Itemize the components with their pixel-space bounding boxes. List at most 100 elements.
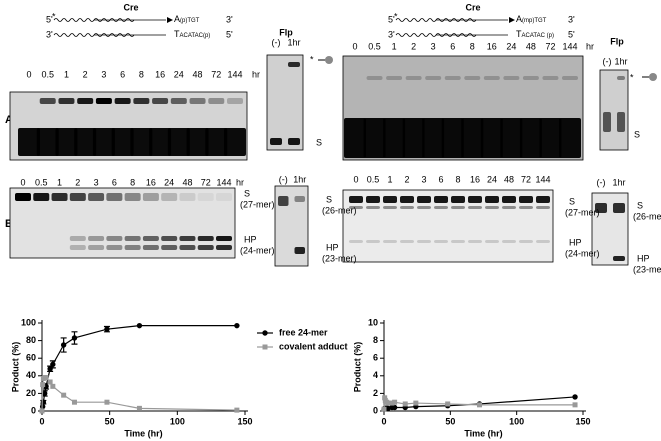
band (133, 98, 150, 104)
lane-label: 48 (193, 69, 203, 79)
lane-label: 1 (392, 41, 397, 51)
band (425, 76, 442, 80)
band (444, 76, 461, 80)
marker (39, 408, 45, 414)
band (227, 98, 243, 104)
lane-label: 24 (487, 174, 497, 184)
band (383, 118, 406, 158)
band-label: (26-mer) (322, 205, 357, 215)
band (58, 98, 75, 104)
lane-label: 6 (438, 174, 443, 184)
strand-seq: TACATAC (p) (516, 29, 554, 39)
band (441, 118, 464, 158)
marker (71, 335, 78, 341)
band (461, 118, 484, 158)
y-tick-label: 80 (26, 335, 36, 345)
band (77, 98, 94, 104)
band (270, 138, 282, 145)
band (559, 118, 581, 158)
lane-label: 72 (211, 69, 221, 79)
lane-label: 1hr (614, 56, 627, 66)
band (400, 196, 414, 203)
marker (385, 400, 391, 406)
lane-label: 6 (120, 69, 125, 79)
lane-label: 1 (64, 69, 69, 79)
band (468, 240, 482, 243)
lane-label: 2 (411, 41, 416, 51)
band (124, 236, 141, 241)
band (522, 76, 539, 80)
band (142, 236, 159, 241)
strand-end: 5' (388, 14, 395, 24)
band (400, 206, 414, 209)
lane-label: 1hr (287, 37, 300, 47)
panel-title: Cre (465, 2, 480, 12)
lane-label: 0.5 (35, 177, 48, 187)
band (349, 240, 363, 243)
x-axis-label: Time (hr) (124, 428, 162, 438)
lane-label: 0.5 (368, 41, 381, 51)
lane-label: 2 (404, 174, 409, 184)
band (15, 193, 31, 201)
band (161, 193, 178, 201)
band (366, 240, 380, 243)
strand-end: 5' (226, 29, 233, 39)
seq-sub: (p)TGT (180, 18, 200, 24)
strand-seq: A(p)TGT (174, 14, 200, 24)
band (294, 196, 305, 202)
band (349, 206, 363, 209)
band (502, 206, 516, 209)
lane-label: (-) (279, 174, 288, 184)
band (595, 203, 607, 213)
band-label: (23-mer) (633, 264, 661, 274)
x-axis-label: Time (hr) (464, 428, 502, 438)
band (130, 128, 153, 156)
lane-label: 0.5 (41, 69, 54, 79)
band (55, 128, 78, 156)
band (167, 128, 190, 156)
band (161, 236, 178, 241)
band (124, 193, 141, 201)
lane-label: 144 (227, 69, 242, 79)
seq-base: A (516, 14, 522, 24)
band (216, 245, 232, 250)
band (344, 118, 366, 158)
band (464, 76, 481, 80)
band (36, 128, 59, 156)
band (386, 76, 403, 80)
lane-label: 2 (75, 177, 80, 187)
x-tick-label: 150 (575, 416, 590, 426)
y-tick-label: 6 (373, 353, 378, 363)
strand-seq: TACATAC(p) (174, 29, 210, 39)
band (179, 245, 196, 250)
marker (61, 392, 67, 398)
band (18, 128, 40, 156)
y-tick-label: 4 (373, 370, 378, 380)
band (161, 245, 178, 250)
band (383, 240, 397, 243)
band (106, 236, 123, 241)
marker (413, 400, 419, 406)
lane-label: 16 (470, 174, 480, 184)
seq-base: A (174, 14, 180, 24)
band (468, 196, 482, 203)
band (422, 118, 445, 158)
band (95, 98, 112, 104)
strand-end: 3' (46, 29, 53, 39)
band (485, 240, 499, 243)
band (88, 236, 105, 241)
marker (43, 375, 49, 381)
band (142, 193, 159, 201)
band-label: HP (637, 253, 650, 263)
y-axis-label: Product (%) (352, 342, 362, 393)
band (224, 128, 246, 156)
band (519, 118, 542, 158)
band (189, 98, 206, 104)
band (179, 193, 196, 201)
lane-label: 48 (182, 177, 192, 187)
band (480, 118, 503, 158)
legend-marker (262, 344, 268, 350)
band (519, 240, 533, 243)
band (468, 206, 482, 209)
band (434, 240, 448, 243)
